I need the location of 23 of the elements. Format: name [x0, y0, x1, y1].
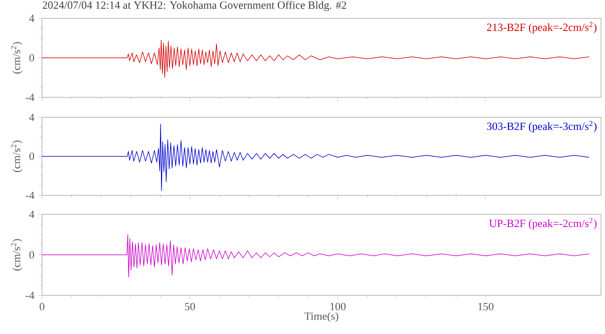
x-tick-label: 0	[40, 302, 44, 310]
text: UP-B2F (peak=-2cm/s$^{2}$)	[489, 218, 597, 230]
x-tick-label: 100	[330, 302, 346, 310]
x-axis-title: Time(s)	[304, 312, 338, 322]
line-series	[42, 40, 590, 78]
y-tick-label: 0	[29, 250, 34, 258]
y-axis-title: (cm/s$^{2}$)	[11, 42, 22, 74]
y-tick-label: 4	[29, 14, 34, 22]
y-axis-title: (cm/s$^{2}$)	[11, 238, 22, 270]
text: 303-B2F (peak=-3cm/s$^{2}$)	[487, 120, 597, 132]
line-series	[42, 234, 590, 278]
y-tick-label: 4	[29, 114, 34, 121]
text: 213-B2F (peak=-2cm/s$^{2}$)	[487, 22, 597, 34]
y-tick-label: -4	[26, 94, 34, 101]
x-tick-label: 150	[478, 302, 494, 310]
y-tick-label: 4	[29, 210, 34, 218]
y-axis-title: (cm/s$^{2}$)	[11, 140, 22, 172]
y-tick-label: 0	[29, 54, 34, 62]
y-tick-label: -4	[26, 192, 34, 199]
y-tick-label: 0	[29, 152, 34, 160]
y-tick-label: -4	[26, 292, 34, 299]
chart-title: 2024/07/04 12:14 at YKH2: Yokohama Government Office Bldg. #2	[42, 0, 346, 11]
x-tick-label: 50	[185, 302, 195, 310]
